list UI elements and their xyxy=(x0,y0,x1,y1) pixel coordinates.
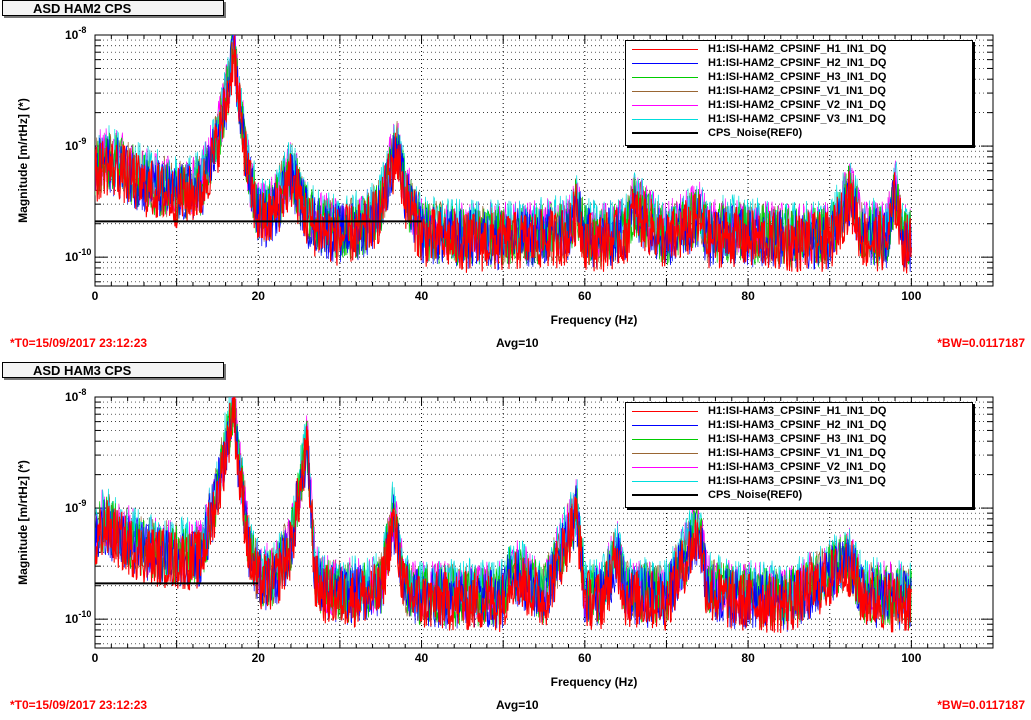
legend-label: H1:ISI-HAM2_CPSINF_H3_IN1_DQ xyxy=(708,71,887,83)
y-tick-label: 10-8 xyxy=(65,387,86,404)
x-tick-label: 100 xyxy=(901,651,921,665)
legend-item: H1:ISI-HAM2_CPSINF_V1_IN1_DQ xyxy=(626,85,972,98)
legend-item: H1:ISI-HAM3_CPSINF_V1_IN1_DQ xyxy=(626,447,972,460)
x-tick-label: 40 xyxy=(415,651,429,665)
legend-label: H1:ISI-HAM2_CPSINF_H2_IN1_DQ xyxy=(708,57,887,69)
x-axis-label: Frequency (Hz) xyxy=(551,675,638,689)
legend-item: CPS_Noise(REF0) xyxy=(626,489,972,502)
legend-item: CPS_Noise(REF0) xyxy=(626,127,972,140)
legend-item: H1:ISI-HAM2_CPSINF_V2_IN1_DQ xyxy=(626,99,972,112)
legend-swatch xyxy=(632,91,698,92)
avg-label: Avg=10 xyxy=(496,336,539,350)
legend-item: H1:ISI-HAM3_CPSINF_V2_IN1_DQ xyxy=(626,461,972,474)
legend-swatch xyxy=(632,105,698,106)
legend-swatch xyxy=(632,494,698,496)
chart-svg: 0 20 40 60 80 100 10-10 10-9 10-8 Frequency (Hz) M… xyxy=(16,387,994,689)
legend-label: H1:ISI-HAM3_CPSINF_V2_IN1_DQ xyxy=(708,461,886,473)
legend-swatch xyxy=(632,49,698,50)
legend-swatch xyxy=(632,132,698,134)
x-tick-label: 100 xyxy=(901,289,921,303)
y-axis-label: Magnitude [m/rtHz] (*) xyxy=(16,460,30,585)
x-tick-label: 80 xyxy=(741,651,755,665)
legend-swatch xyxy=(632,439,698,440)
chart-title: ASD HAM2 CPS xyxy=(2,0,224,16)
legend-swatch xyxy=(632,63,698,64)
legend-label: H1:ISI-HAM3_CPSINF_V1_IN1_DQ xyxy=(708,447,886,459)
t0-label: *T0=15/09/2017 23:12:23 xyxy=(10,698,148,712)
legend-swatch xyxy=(632,467,698,468)
bw-label: *BW=0.0117187 xyxy=(937,336,1025,350)
legend-swatch xyxy=(632,119,698,120)
legend: H1:ISI-HAM3_CPSINF_H1_IN1_DQ H1:ISI-HAM3… xyxy=(625,402,973,508)
y-tick-label: 10-8 xyxy=(65,25,86,42)
legend-label: H1:ISI-HAM3_CPSINF_H2_IN1_DQ xyxy=(708,419,887,431)
legend-label: H1:ISI-HAM3_CPSINF_H3_IN1_DQ xyxy=(708,433,887,445)
x-axis-label: Frequency (Hz) xyxy=(551,313,638,327)
legend-swatch xyxy=(632,411,698,412)
y-tick-label: 10-10 xyxy=(65,609,91,626)
legend-label: H1:ISI-HAM3_CPSINF_V3_IN1_DQ xyxy=(708,475,886,487)
legend: H1:ISI-HAM2_CPSINF_H1_IN1_DQ H1:ISI-HAM2… xyxy=(625,40,973,146)
y-tick-label: 10-9 xyxy=(65,498,86,515)
x-tick-label: 20 xyxy=(252,651,266,665)
legend-item: H1:ISI-HAM2_CPSINF_H2_IN1_DQ xyxy=(626,57,972,70)
series-line xyxy=(95,35,912,274)
legend-item: H1:ISI-HAM2_CPSINF_H1_IN1_DQ xyxy=(626,43,972,56)
legend-item: H1:ISI-HAM3_CPSINF_H2_IN1_DQ xyxy=(626,419,972,432)
x-tick-label: 20 xyxy=(252,289,266,303)
y-tick-label: 10-10 xyxy=(65,247,91,264)
legend-swatch xyxy=(632,77,698,78)
x-tick-label: 60 xyxy=(578,651,592,665)
legend-item: H1:ISI-HAM3_CPSINF_H1_IN1_DQ xyxy=(626,405,972,418)
x-tick-label: 0 xyxy=(92,651,99,665)
legend-item: H1:ISI-HAM2_CPSINF_V3_IN1_DQ xyxy=(626,113,972,126)
legend-label: H1:ISI-HAM3_CPSINF_H1_IN1_DQ xyxy=(708,405,887,417)
series-line xyxy=(95,35,912,272)
legend-label: H1:ISI-HAM2_CPSINF_H1_IN1_DQ xyxy=(708,43,887,55)
legend-item: H1:ISI-HAM3_CPSINF_V3_IN1_DQ xyxy=(626,475,972,488)
legend-swatch xyxy=(632,481,698,482)
panel-ham2: ASD HAM2 CPS 0 20 40 60 80 100 10-10 10-9 10-8 Fr… xyxy=(0,0,1031,358)
chart-title: ASD HAM3 CPS xyxy=(2,362,224,378)
series-line xyxy=(95,397,912,634)
legend-item: H1:ISI-HAM3_CPSINF_H3_IN1_DQ xyxy=(626,433,972,446)
legend-swatch xyxy=(632,453,698,454)
x-tick-label: 40 xyxy=(415,289,429,303)
legend-label: H1:ISI-HAM2_CPSINF_V2_IN1_DQ xyxy=(708,99,886,111)
x-tick-label: 80 xyxy=(741,289,755,303)
legend-label: H1:ISI-HAM2_CPSINF_V3_IN1_DQ xyxy=(708,113,886,125)
legend-label: CPS_Noise(REF0) xyxy=(708,127,803,139)
x-tick-label: 60 xyxy=(578,289,592,303)
y-tick-label: 10-9 xyxy=(65,136,86,153)
legend-item: H1:ISI-HAM2_CPSINF_H3_IN1_DQ xyxy=(626,71,972,84)
legend-label: CPS_Noise(REF0) xyxy=(708,489,803,501)
bw-label: *BW=0.0117187 xyxy=(937,698,1025,712)
y-axis-label: Magnitude [m/rtHz] (*) xyxy=(16,98,30,223)
legend-swatch xyxy=(632,425,698,426)
x-tick-label: 0 xyxy=(92,289,99,303)
legend-label: H1:ISI-HAM2_CPSINF_V1_IN1_DQ xyxy=(708,85,886,97)
avg-label: Avg=10 xyxy=(496,698,539,712)
t0-label: *T0=15/09/2017 23:12:23 xyxy=(10,336,148,350)
panel-ham3: ASD HAM3 CPS 0 20 40 60 80 100 10-10 10-9 10-8 Fr… xyxy=(0,362,1031,720)
